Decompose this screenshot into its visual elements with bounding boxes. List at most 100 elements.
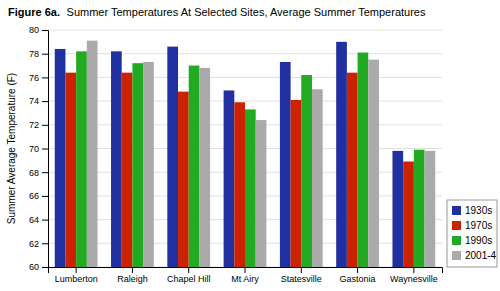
y-tick-mark bbox=[42, 54, 48, 55]
x-tick-label: Mt Airy bbox=[231, 274, 259, 284]
y-tick: 66 bbox=[29, 191, 48, 201]
x-tick-label: Chapel Hill bbox=[167, 274, 211, 284]
y-tick: 68 bbox=[29, 168, 48, 178]
bar bbox=[280, 62, 291, 267]
y-tick-label: 68 bbox=[29, 168, 39, 178]
y-tick: 78 bbox=[29, 49, 48, 59]
y-tick-mark bbox=[42, 77, 48, 78]
y-tick-label: 64 bbox=[29, 215, 39, 225]
x-tick-mark bbox=[245, 267, 246, 273]
legend: 1930s 1970s 1990s 2001-4 bbox=[447, 200, 497, 267]
x-tick: Chapel Hill bbox=[167, 267, 211, 284]
x-axis-line bbox=[49, 268, 443, 274]
y-tick-label: 74 bbox=[29, 96, 39, 106]
bar bbox=[178, 92, 189, 267]
y-tick-mark bbox=[42, 196, 48, 197]
legend-item: 1970s bbox=[452, 220, 492, 231]
bar bbox=[111, 51, 122, 267]
x-tick-mark bbox=[301, 267, 302, 273]
bar bbox=[358, 53, 369, 267]
bar bbox=[87, 41, 98, 267]
bar bbox=[392, 151, 403, 267]
legend-label: 1990s bbox=[465, 235, 492, 246]
bar bbox=[336, 42, 347, 267]
y-tick: 72 bbox=[29, 120, 48, 130]
x-tick-mark bbox=[76, 267, 77, 273]
x-tick: Statesville bbox=[281, 267, 322, 284]
y-tick-label: 60 bbox=[29, 262, 39, 272]
legend-label: 1970s bbox=[465, 220, 492, 231]
series bbox=[55, 42, 403, 267]
bar bbox=[425, 151, 436, 267]
series bbox=[76, 51, 424, 267]
bar bbox=[347, 73, 358, 267]
y-tick-mark bbox=[42, 220, 48, 221]
y-tick-mark bbox=[42, 172, 48, 173]
subtitle: Summer Temperatures At Selected Sites, A… bbox=[67, 6, 426, 18]
x-tick-mark bbox=[413, 267, 414, 273]
bar bbox=[403, 162, 414, 267]
bar bbox=[167, 47, 178, 267]
plot: Lumberton Raleigh Chapel Hill Mt Airy States… bbox=[29, 25, 443, 284]
y-tick-mark bbox=[42, 149, 48, 150]
y-tick-mark bbox=[42, 30, 48, 31]
bar bbox=[245, 109, 256, 267]
x-axis: Lumberton Raleigh Chapel Hill Mt Airy States… bbox=[49, 267, 443, 284]
bars bbox=[55, 41, 435, 267]
bar bbox=[312, 89, 323, 267]
legend-item: 2001-4 bbox=[452, 250, 497, 261]
legend-item: 1930s bbox=[452, 205, 492, 216]
grid-line bbox=[48, 53, 442, 54]
chart: Figure 6a. Summer Temperatures At Selecte… bbox=[0, 0, 500, 291]
legend-swatch bbox=[452, 221, 461, 230]
grid-line bbox=[48, 101, 442, 102]
legend-label: 1930s bbox=[465, 205, 492, 216]
y-tick-label: 76 bbox=[29, 73, 39, 83]
y-tick-label: 70 bbox=[29, 144, 39, 154]
y-tick-label: 72 bbox=[29, 120, 39, 130]
bar bbox=[301, 75, 312, 267]
y-tick: 70 bbox=[29, 144, 48, 154]
x-tick-mark bbox=[132, 267, 133, 273]
legend-swatch bbox=[452, 251, 461, 260]
bar bbox=[189, 66, 200, 267]
grid bbox=[48, 30, 442, 267]
bar bbox=[55, 49, 66, 267]
x-tick: Lumberton bbox=[55, 267, 98, 284]
title: Figure 6a. bbox=[8, 6, 60, 18]
bar bbox=[76, 51, 87, 267]
x-tick: Gastonia bbox=[340, 267, 376, 284]
x-tick-label: Gastonia bbox=[340, 274, 376, 284]
bar bbox=[224, 90, 235, 267]
x-tick-label: Waynesville bbox=[390, 274, 438, 284]
y-tick: 60 bbox=[29, 262, 48, 272]
grid-line bbox=[48, 77, 442, 78]
bar bbox=[368, 60, 379, 267]
bar bbox=[256, 120, 267, 267]
x-tick: Raleigh bbox=[117, 267, 148, 284]
y-tick: 76 bbox=[29, 73, 48, 83]
y-axis: 60 62 64 66 68 70 72 74 76 78 80 bbox=[29, 25, 49, 272]
y-tick-label: 62 bbox=[29, 239, 39, 249]
bar bbox=[291, 100, 302, 267]
y-tick-mark bbox=[42, 267, 48, 268]
y-tick-label: 78 bbox=[29, 49, 39, 59]
legend-frame bbox=[447, 200, 497, 267]
bar bbox=[199, 68, 210, 267]
grid-line bbox=[48, 30, 442, 31]
bar bbox=[122, 73, 133, 267]
x-tick: Mt Airy bbox=[231, 267, 259, 284]
legend-label: 2001-4 bbox=[465, 250, 497, 261]
y-tick: 80 bbox=[29, 25, 48, 35]
y-tick: 62 bbox=[29, 239, 48, 249]
series bbox=[87, 41, 435, 267]
x-tick-label: Lumberton bbox=[55, 274, 98, 284]
x-tick-mark bbox=[357, 267, 358, 273]
y-tick: 74 bbox=[29, 96, 48, 106]
y-axis-title: Summer Average Temperature (F) bbox=[6, 73, 17, 224]
y-tick-label: 66 bbox=[29, 191, 39, 201]
y-tick: 64 bbox=[29, 215, 48, 225]
x-tick-label: Statesville bbox=[281, 274, 322, 284]
bar bbox=[414, 150, 425, 267]
x-tick-mark bbox=[188, 267, 189, 273]
